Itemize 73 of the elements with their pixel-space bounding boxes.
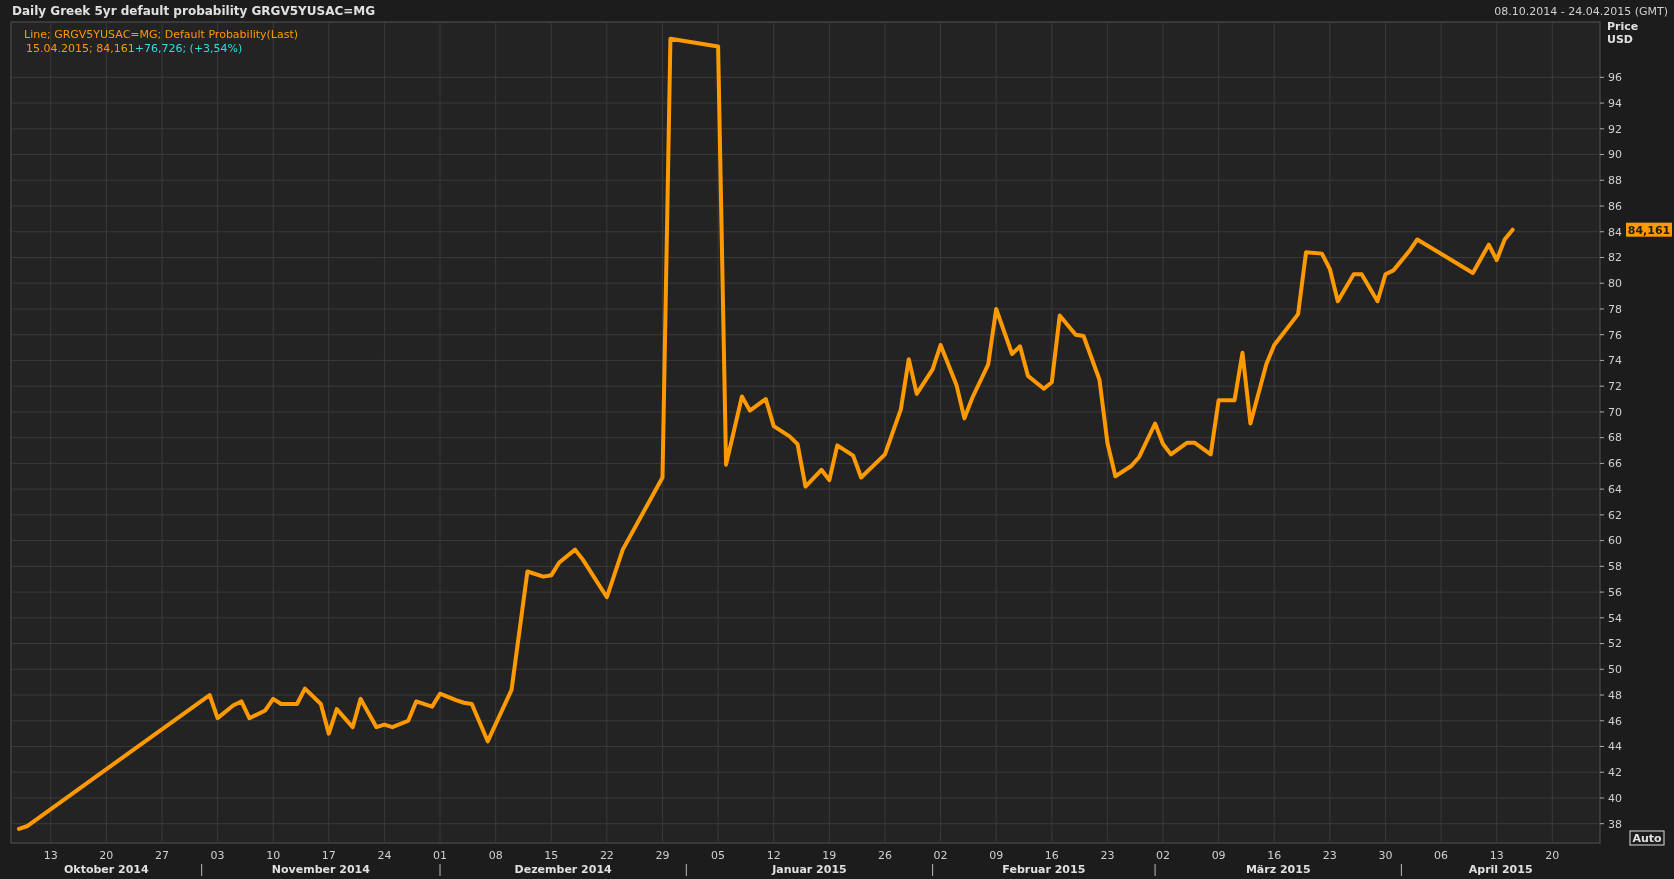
y-tick-label: 38 [1608,817,1622,831]
y-tick-label: 64 [1608,482,1622,496]
x-tick-label: 23 [1322,849,1337,862]
y-tick-label: 68 [1608,431,1622,445]
x-tick-label: 22 [599,849,614,862]
text: 08.10.2014 - 24.04.2015 (GMT) [1494,5,1668,18]
y-tick-label: 88 [1608,174,1622,188]
y-tick-label: 40 [1608,791,1622,805]
y-tick-label: 56 [1608,585,1622,599]
y-tick-label: 74 [1608,354,1622,368]
x-tick-label: 02 [1156,849,1171,862]
y-tick-label: 42 [1608,766,1622,780]
x-tick-label: 09 [1211,849,1226,862]
x-tick-label: 03 [210,849,225,862]
y-tick-label: 76 [1608,328,1622,342]
x-tick-label: 12 [766,849,781,862]
y-tick-label: 44 [1608,740,1622,754]
x-tick-label: 16 [1044,849,1059,862]
y-tick-label: 92 [1608,122,1622,136]
y-tick-label: 66 [1608,457,1622,471]
y-tick-label: 62 [1608,508,1622,522]
y-tick-label: 72 [1608,380,1622,394]
x-tick-label: 19 [822,849,837,862]
x-tick-label: 06 [1434,849,1449,862]
annotation: +76,726; (+3,54%) [134,42,243,55]
y-tick-label: 82 [1608,251,1622,265]
x-tick-label: 29 [655,849,670,862]
y-tick-label: 90 [1608,148,1622,162]
x-tick-label: 01 [433,849,448,862]
y-tick-label: 48 [1608,688,1622,702]
text: Januar 2015 [771,863,847,876]
x-tick-label: 27 [154,849,169,862]
x-tick-label: 13 [1489,849,1504,862]
y-tick-label: 96 [1608,71,1622,85]
y-tick-label: 94 [1608,96,1622,110]
text: Oktober 2014 [64,863,150,876]
text: März 2015 [1245,863,1311,876]
annotation: 15.04.2015; 84,161 [26,42,135,55]
y-tick-label: 54 [1608,611,1622,625]
y-tick-label: 60 [1608,534,1622,548]
y-tick-label: 84 [1608,225,1622,239]
x-tick-label: 10 [266,849,281,862]
y-axis-title: Price USD [1607,20,1639,46]
auto-button: Auto [1629,830,1665,846]
x-tick-label: 16 [1267,849,1282,862]
annotation: Line; GRGV5YUSAC=MG; Default Probability(Last) [24,28,299,41]
x-tick-label: 13 [43,849,58,862]
x-tick-label: 26 [877,849,892,862]
y-tick-label: 86 [1608,199,1622,213]
x-tick-label: 20 [99,849,114,862]
x-tick-label: 23 [1100,849,1115,862]
text: Dezember 2014 [514,863,613,876]
y-tick-label: 78 [1608,302,1622,316]
text: Februar 2015 [1002,863,1086,876]
chart-title: Daily Greek 5yr default probability GRGV5YUSAC=MG [12,4,376,18]
y-tick-label: 80 [1608,277,1622,291]
y-tick-label: 46 [1608,714,1622,728]
y-tick-label: 70 [1608,405,1622,419]
x-tick-label: 20 [1545,849,1560,862]
x-tick-label: 15 [544,849,559,862]
text: April 2015 [1468,863,1533,876]
x-tick-label: 08 [488,849,503,862]
x-tick-label: 24 [377,849,392,862]
y-tick-label: 52 [1608,637,1622,651]
x-tick-label: 17 [321,849,336,862]
x-tick-label: 02 [933,849,948,862]
text: 84,161 [1627,223,1671,237]
x-tick-label: 30 [1378,849,1393,862]
x-tick-label: 09 [989,849,1004,862]
x-tick-label: 05 [711,849,726,862]
text: November 2014 [271,863,371,876]
y-tick-label: 50 [1608,663,1622,677]
y-tick-label: 58 [1608,560,1622,574]
